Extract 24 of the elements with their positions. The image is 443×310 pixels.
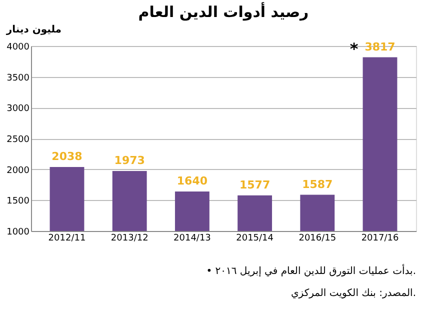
y-tick-label: 2500 [6, 135, 30, 145]
x-tick-label: 2016/15 [298, 234, 336, 244]
x-tick-label: 2015/14 [236, 234, 274, 244]
text: • بدأت عمليات التورق للدين العام في إبريل ٢٠١٦. [206, 264, 416, 277]
data-label: 1640 [176, 174, 208, 188]
y-tick-label: 2000 [6, 166, 30, 176]
x-tick-label: 2012/11 [48, 234, 86, 244]
data-label: 1587 [302, 178, 333, 191]
data-label: 2038 [52, 150, 82, 163]
y-tick-label: 3000 [6, 104, 30, 114]
x-tick-label: 2014/13 [174, 234, 211, 244]
data-label: 1973 [114, 154, 145, 167]
data-label: 1577 [239, 178, 270, 192]
y-axis-title: مليون دينار [5, 24, 62, 36]
y-tick-label: 4000 [6, 42, 30, 52]
y-tick-label: 1000 [6, 228, 30, 238]
annotation: * [350, 39, 359, 58]
text: المصدر: بنك الكويت المركزي. [290, 288, 416, 299]
y-tick-label: 1500 [6, 196, 30, 207]
y-tick-label: 3500 [6, 73, 30, 84]
x-tick-label: 2013/12 [110, 234, 148, 244]
x-tick-label: 2017/16 [361, 234, 399, 244]
chart-title: رصيد أدوات الدين العام [138, 2, 309, 21]
data-label: 3817 [364, 40, 396, 54]
